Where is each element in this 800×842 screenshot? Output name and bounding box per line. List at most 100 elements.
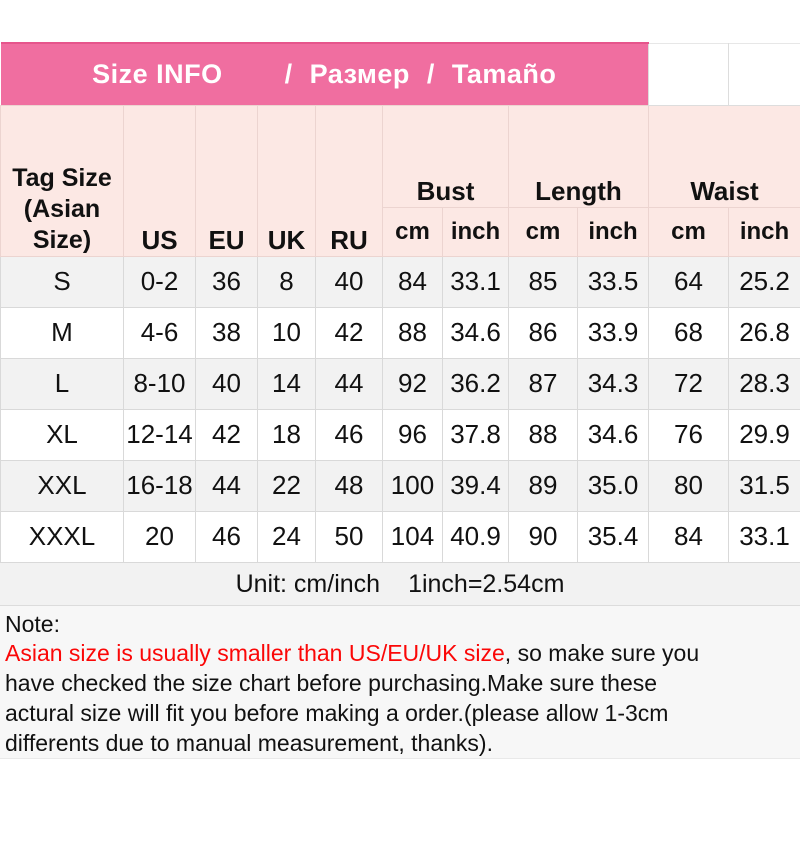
table-row-xl: XL 12-14 42 18 46 96 37.8 88 34.6 76 29.… (1, 409, 800, 460)
data-cell: 88 (509, 409, 578, 460)
data-cell: 88 (383, 307, 443, 358)
data-cell: 24 (258, 511, 316, 562)
subheader-bust-inch: inch (443, 207, 509, 256)
note-line-1: Asian size is usually smaller than US/EU… (5, 638, 800, 668)
tag-size-cell: XXXL (1, 511, 124, 562)
data-cell: 46 (196, 511, 258, 562)
note-line-2: have checked the size chart before purch… (5, 668, 800, 698)
tag-size-cell: L (1, 358, 124, 409)
note-text: , so make sure you (505, 640, 699, 666)
subheader-length-inch: inch (578, 207, 649, 256)
note-label: Note: (5, 610, 800, 638)
data-cell: 16-18 (124, 460, 196, 511)
data-cell: 85 (509, 256, 578, 307)
data-cell: 92 (383, 358, 443, 409)
data-cell: 36.2 (443, 358, 509, 409)
empty-cell (729, 43, 800, 105)
data-cell: 46 (316, 409, 383, 460)
data-cell: 44 (196, 460, 258, 511)
data-cell: 37.8 (443, 409, 509, 460)
table-row-s: S 0-2 36 8 40 84 33.1 85 33.5 64 25.2 (1, 256, 800, 307)
header-us: US (124, 105, 196, 256)
data-cell: 96 (383, 409, 443, 460)
tag-size-cell: S (1, 256, 124, 307)
header-tag-size: Tag Size (Asian Size) (1, 105, 124, 256)
data-cell: 104 (383, 511, 443, 562)
data-cell: 42 (196, 409, 258, 460)
data-cell: 8-10 (124, 358, 196, 409)
header-row: Tag Size (Asian Size) US EU UK RU Bust L… (1, 105, 800, 207)
size-info-banner: Size INFO / Размер / Tamaño (1, 43, 649, 105)
data-cell: 31.5 (729, 460, 800, 511)
data-cell: 50 (316, 511, 383, 562)
data-cell: 20 (124, 511, 196, 562)
data-cell: 4-6 (124, 307, 196, 358)
data-cell: 10 (258, 307, 316, 358)
data-cell: 34.6 (443, 307, 509, 358)
data-cell: 80 (649, 460, 729, 511)
data-cell: 8 (258, 256, 316, 307)
data-cell: 68 (649, 307, 729, 358)
data-cell: 86 (509, 307, 578, 358)
header-ru: RU (316, 105, 383, 256)
tag-size-cell: XL (1, 409, 124, 460)
data-cell: 89 (509, 460, 578, 511)
size-table: Size INFO / Размер / Tamaño Tag Size (Asi… (0, 42, 800, 563)
data-cell: 84 (649, 511, 729, 562)
data-cell: 48 (316, 460, 383, 511)
data-cell: 72 (649, 358, 729, 409)
data-cell: 33.1 (443, 256, 509, 307)
banner-subtitle: / Размер / Tamaño (285, 59, 557, 89)
data-cell: 40 (316, 256, 383, 307)
size-chart-page: Size INFO / Размер / Tamaño Tag Size (Asi… (0, 42, 800, 842)
data-cell: 35.4 (578, 511, 649, 562)
table-row-l: L 8-10 40 14 44 92 36.2 87 34.3 72 28.3 (1, 358, 800, 409)
data-cell: 14 (258, 358, 316, 409)
note-line-3: actural size will fit you before making … (5, 698, 800, 728)
data-cell: 34.6 (578, 409, 649, 460)
subheader-length-cm: cm (509, 207, 578, 256)
data-cell: 33.9 (578, 307, 649, 358)
data-cell: 36 (196, 256, 258, 307)
note-section: Note: Asian size is usually smaller than… (0, 606, 800, 759)
tag-size-cell: XXL (1, 460, 124, 511)
banner-title: Size INFO (92, 59, 223, 89)
data-cell: 100 (383, 460, 443, 511)
data-cell: 22 (258, 460, 316, 511)
data-cell: 12-14 (124, 409, 196, 460)
data-cell: 18 (258, 409, 316, 460)
subheader-waist-inch: inch (729, 207, 800, 256)
data-cell: 29.9 (729, 409, 800, 460)
data-cell: 35.0 (578, 460, 649, 511)
table-row-m: M 4-6 38 10 42 88 34.6 86 33.9 68 26.8 (1, 307, 800, 358)
data-cell: 84 (383, 256, 443, 307)
note-line-4: differents due to manual measurement, th… (5, 728, 800, 758)
data-cell: 34.3 (578, 358, 649, 409)
data-cell: 40 (196, 358, 258, 409)
data-cell: 42 (316, 307, 383, 358)
subheader-bust-cm: cm (383, 207, 443, 256)
header-length: Length (509, 105, 649, 207)
data-cell: 0-2 (124, 256, 196, 307)
data-cell: 87 (509, 358, 578, 409)
data-cell: 76 (649, 409, 729, 460)
banner-row: Size INFO / Размер / Tamaño (1, 43, 800, 105)
header-bust: Bust (383, 105, 509, 207)
header-waist: Waist (649, 105, 800, 207)
header-eu: EU (196, 105, 258, 256)
data-cell: 39.4 (443, 460, 509, 511)
unit-text: Unit: cm/inch (236, 570, 380, 598)
data-cell: 33.1 (729, 511, 800, 562)
data-cell: 25.2 (729, 256, 800, 307)
data-cell: 28.3 (729, 358, 800, 409)
table-row-xxl: XXL 16-18 44 22 48 100 39.4 89 35.0 80 3… (1, 460, 800, 511)
data-cell: 40.9 (443, 511, 509, 562)
data-cell: 26.8 (729, 307, 800, 358)
data-cell: 44 (316, 358, 383, 409)
data-cell: 90 (509, 511, 578, 562)
data-cell: 33.5 (578, 256, 649, 307)
data-cell: 64 (649, 256, 729, 307)
table-row-xxxl: XXXL 20 46 24 50 104 40.9 90 35.4 84 33.… (1, 511, 800, 562)
data-cell: 38 (196, 307, 258, 358)
